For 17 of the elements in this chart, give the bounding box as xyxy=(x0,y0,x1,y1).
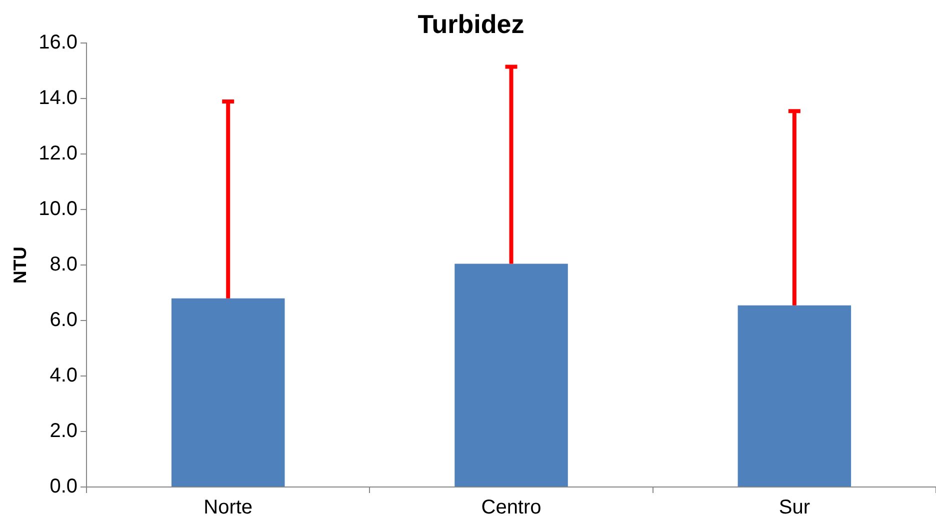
x-tick-label: Centro xyxy=(481,496,542,519)
y-tick-label: 0.0 xyxy=(50,476,78,498)
bar xyxy=(738,305,852,486)
bar xyxy=(171,298,285,486)
y-tick-label: 4.0 xyxy=(50,364,78,387)
y-tick-label: 14.0 xyxy=(38,87,78,110)
y-tick-label: 6.0 xyxy=(50,309,78,332)
y-tick-label: 10.0 xyxy=(38,198,78,220)
y-tick-label: 16.0 xyxy=(38,32,78,54)
chart-title: Turbidez xyxy=(418,8,524,39)
y-tick-label: 12.0 xyxy=(38,142,78,165)
y-axis-title: NTU xyxy=(10,246,30,284)
x-tick-label: Sur xyxy=(778,496,810,519)
x-tick-label: Norte xyxy=(204,496,253,519)
y-tick-label: 8.0 xyxy=(50,254,78,276)
y-tick-label: 2.0 xyxy=(50,420,78,442)
bar xyxy=(454,264,568,486)
